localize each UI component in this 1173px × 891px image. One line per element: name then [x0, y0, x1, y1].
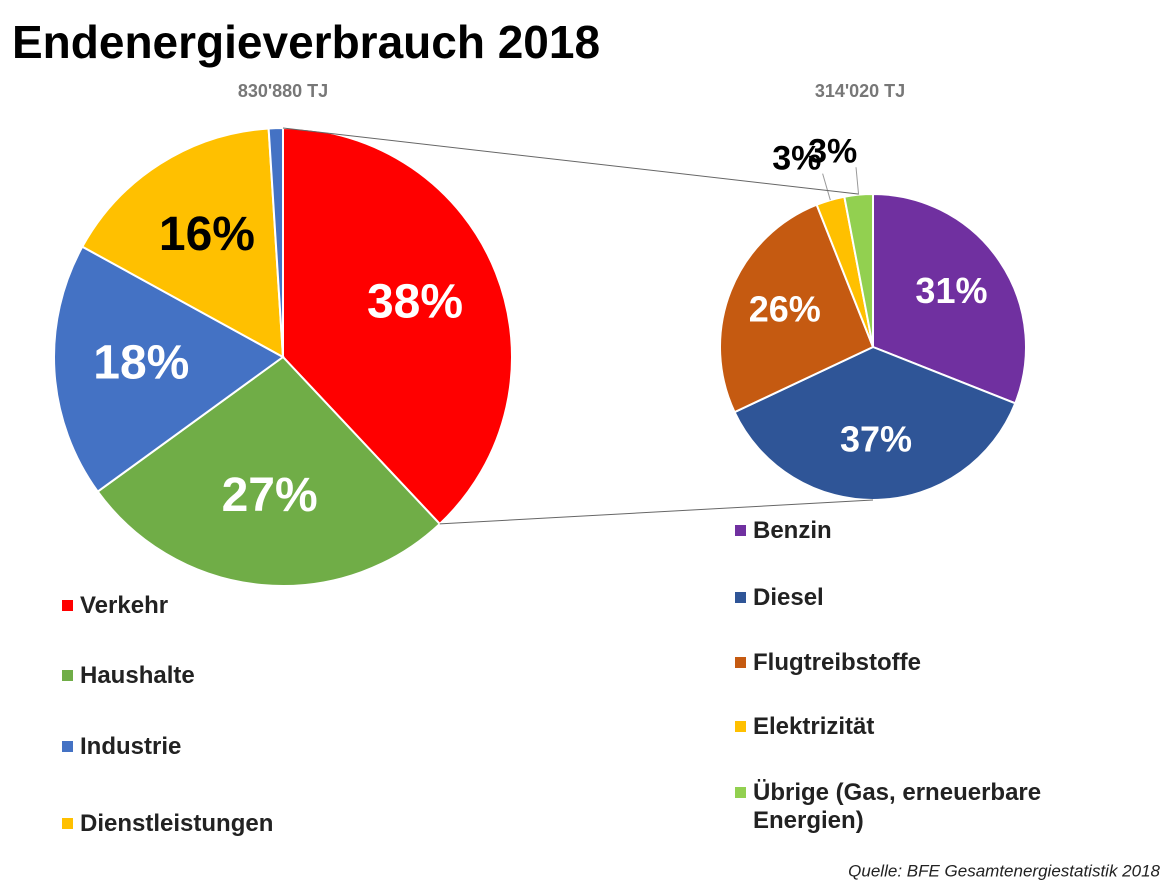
legend-label: Elektrizität [753, 713, 875, 740]
legend-entry: Verkehr [62, 592, 462, 620]
leader-line [822, 173, 831, 201]
pie-slice [733, 345, 1017, 502]
pie-slice [267, 126, 284, 358]
pie-slice [843, 192, 874, 348]
source: Quelle: BFE Gesamtenergiestatistik 2018 [848, 861, 1160, 880]
subtitle: 830'880 TJ [238, 81, 328, 101]
pie-slice [80, 127, 285, 359]
legend-entry: Elektrizität [735, 713, 1135, 741]
legend-swatch [735, 721, 746, 732]
connector-line [439, 499, 874, 525]
legend-swatch [735, 657, 746, 668]
legend-label: Haushalte [80, 662, 195, 689]
chart-title: Endenergieverbrauch 2018 [12, 16, 600, 68]
data-label: 16% [159, 208, 255, 261]
legend-entry: Industrie [62, 733, 462, 761]
legend-label: Industrie [80, 733, 182, 760]
pie-slice [96, 355, 442, 587]
leader-line [855, 167, 860, 195]
legend-swatch [62, 741, 73, 752]
legend-swatch [62, 670, 73, 681]
legend-entry: Flugtreibstoffe [735, 649, 1135, 677]
data-label: 38% [367, 275, 463, 328]
legend-entry: Dienstleistungen [62, 810, 462, 838]
pie-slice [872, 192, 1027, 405]
legend-label: Diesel [753, 584, 824, 611]
legend-label: Flugtreibstoffe [753, 649, 921, 676]
legend-label: Benzin [753, 517, 832, 544]
legend-entry: Benzin [735, 517, 1135, 545]
data-label: 31% [915, 270, 987, 311]
legend-entry: Übrige (Gas, erneuerbare Energien) [735, 779, 1135, 835]
legend-label: Dienstleistungen [80, 810, 274, 837]
data-label: 3% [808, 133, 857, 171]
data-label: 26% [749, 289, 821, 330]
connector-line [282, 127, 859, 195]
legend-swatch [62, 818, 73, 829]
pie-slice [719, 203, 875, 414]
legend-entry: Haushalte [62, 662, 462, 690]
legend-entry: Diesel [735, 584, 1135, 612]
legend-label: Verkehr [80, 592, 169, 619]
legend-swatch [735, 525, 746, 536]
legend-swatch [62, 600, 73, 611]
data-label: 27% [222, 469, 318, 522]
legend-label: Übrige (Gas, erneuerbare Energien) [753, 779, 1042, 834]
subtitle: 314'020 TJ [815, 81, 905, 101]
legend-swatch [735, 787, 746, 798]
data-label: 37% [840, 418, 912, 459]
data-label: 3% [772, 139, 821, 177]
pie-slice [282, 126, 513, 526]
legend-swatch [735, 592, 746, 603]
pie-slice [53, 245, 285, 494]
data-label: 18% [93, 337, 189, 390]
